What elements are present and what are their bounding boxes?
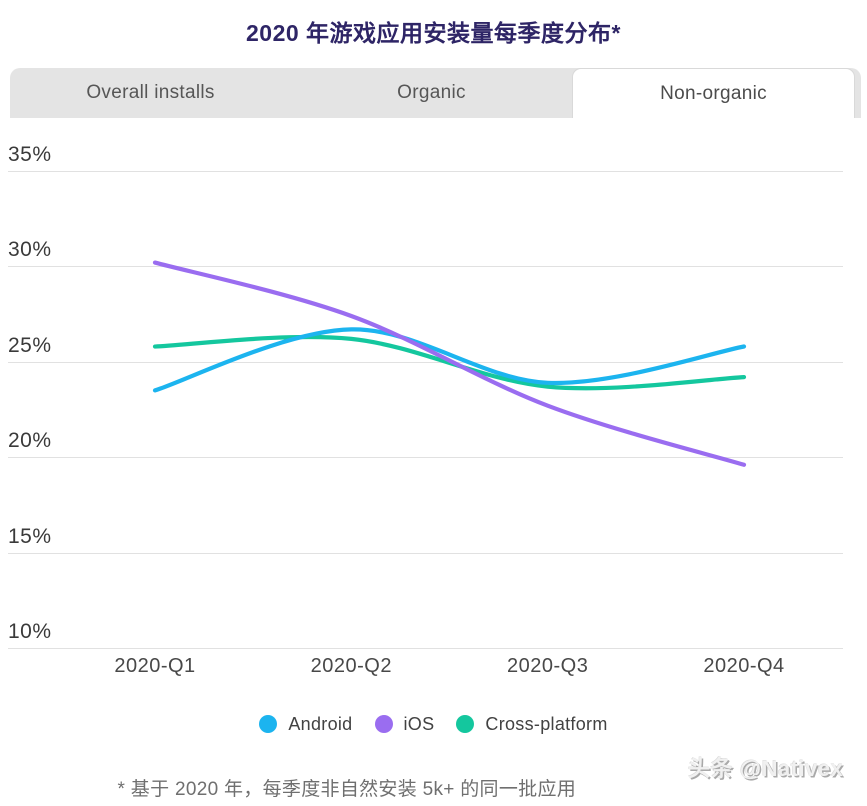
series-line-cross-platform [152, 334, 747, 391]
legend-dot [374, 715, 393, 733]
legend-item-cross-platform: Cross-platform [456, 714, 607, 735]
tab-overall-installs[interactable]: Overall installs [86, 82, 215, 103]
legend-dot [456, 715, 475, 733]
y-tick-label: 20% [8, 429, 52, 453]
y-tick-label: 30% [8, 238, 52, 262]
gridline [8, 648, 843, 649]
tab-bar: Overall installs Organic Non-organic [10, 68, 861, 118]
legend: Android iOS Cross-platform [0, 711, 867, 737]
footnote: * 基于 2020 年，每季度非自然安装 5k+ 的同一批应用 [117, 779, 577, 800]
y-tick-label: 15% [8, 524, 52, 548]
legend-label: Android [288, 713, 353, 734]
y-tick-label: 10% [8, 620, 52, 643]
watermark: 头条 @Nativex [688, 756, 844, 781]
gridline [8, 171, 843, 172]
y-tick-label: 25% [8, 333, 52, 357]
gridline [8, 457, 843, 459]
legend-dot [259, 715, 278, 733]
y-tick-label: 35% [8, 143, 52, 166]
legend-item-android: Android [259, 714, 352, 735]
gridline [8, 361, 843, 363]
legend-label: iOS [403, 713, 435, 734]
gridline [8, 552, 843, 554]
x-tick-label: 2020-Q2 [310, 655, 392, 677]
x-tick-label: 2020-Q1 [114, 655, 196, 677]
gridline [8, 266, 843, 268]
series-line-ios [152, 260, 747, 467]
x-tick-label: 2020-Q4 [703, 655, 785, 677]
tab-organic[interactable]: Organic [397, 82, 466, 103]
tab-non-organic[interactable]: Non-organic [572, 68, 855, 118]
series-line-android [152, 327, 747, 393]
legend-item-ios: iOS [374, 713, 435, 735]
x-tick-label: 2020-Q3 [507, 655, 589, 677]
legend-label: Cross-platform [485, 713, 608, 734]
chart-title: 2020 年游戏应用安装量每季度分布* [245, 20, 621, 46]
